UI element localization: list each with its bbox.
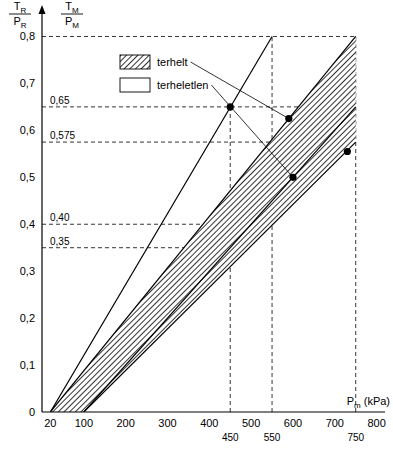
x-tick-label: 600 xyxy=(284,417,302,429)
y-axis-title-main: P xyxy=(65,15,72,27)
guide-label: 750 xyxy=(347,432,364,443)
y-tick-label: 0,7 xyxy=(20,77,35,89)
x-tick-label: 400 xyxy=(200,417,218,429)
x-axis-title-unit: (kPa) xyxy=(364,395,390,407)
legend-swatch xyxy=(120,55,150,69)
guide-label: 0,575 xyxy=(50,130,75,141)
y-axis-title-sub: R xyxy=(21,21,27,30)
chart: 0 0,1 0,2 0,3 0,4 0,5 0,6 0,7 0,8 20 100 200 300 400 5… xyxy=(0,0,393,458)
x-tick-label: 20 xyxy=(44,417,56,429)
legend-label: terhelt xyxy=(157,56,188,68)
line xyxy=(50,36,355,412)
y-tick-label: 0,6 xyxy=(20,124,35,136)
guide-line xyxy=(42,36,356,37)
y-axis-title: PM xyxy=(65,15,79,30)
line xyxy=(50,36,272,412)
legend-label: terheletlen xyxy=(157,79,208,91)
y-tick-label: 0,1 xyxy=(20,359,35,371)
guide-label: 0,35 xyxy=(50,236,70,247)
hatched-area xyxy=(50,36,355,412)
plot-area xyxy=(42,36,356,412)
guide-label: 0,65 xyxy=(50,95,70,106)
y-tick-label: 0 xyxy=(29,406,35,418)
x-axis xyxy=(42,411,385,412)
line xyxy=(84,107,356,412)
x-tick-label: 200 xyxy=(116,417,134,429)
y-axis-title: PR xyxy=(13,15,26,30)
y-tick-label: 0,2 xyxy=(20,312,35,324)
x-axis-title-main: P xyxy=(347,395,354,407)
y-axis-title-main: P xyxy=(13,15,20,27)
y-axis-title-sub: M xyxy=(72,21,79,30)
y-axis-title: TM xyxy=(65,0,79,15)
x-tick-label: 100 xyxy=(75,417,93,429)
guide-label: 0,40 xyxy=(50,212,70,223)
y-axis xyxy=(41,13,42,412)
y-tick-label: 0,4 xyxy=(20,218,35,230)
line xyxy=(84,142,356,412)
x-axis-title-sub: m xyxy=(354,401,361,410)
x-tick-label: 800 xyxy=(367,417,385,429)
y-tick-label: 0,8 xyxy=(20,30,35,42)
guide-label: 450 xyxy=(222,432,239,443)
y-tick-label: 0,3 xyxy=(20,265,35,277)
x-tick-label: 500 xyxy=(242,417,260,429)
point xyxy=(344,148,351,155)
y-tick-label: 0,5 xyxy=(20,171,35,183)
guide-label: 550 xyxy=(264,432,281,443)
y-axis-title: TR xyxy=(14,0,27,15)
legend-swatch xyxy=(120,78,150,92)
x-tick-label: 700 xyxy=(326,417,344,429)
x-tick-label: 300 xyxy=(158,417,176,429)
y-axis-arrow xyxy=(39,5,46,14)
x-axis-title: Pm(kPa) xyxy=(347,395,390,410)
legend-leader xyxy=(211,85,293,177)
